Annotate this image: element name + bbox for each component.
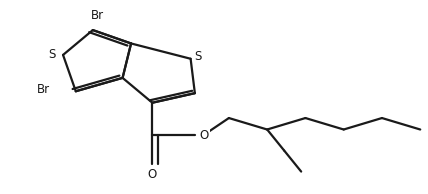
Text: S: S (49, 48, 56, 61)
Text: Br: Br (91, 9, 104, 22)
Text: O: O (148, 168, 157, 181)
Text: Br: Br (37, 83, 51, 96)
Text: S: S (195, 50, 202, 63)
Text: O: O (199, 129, 209, 142)
